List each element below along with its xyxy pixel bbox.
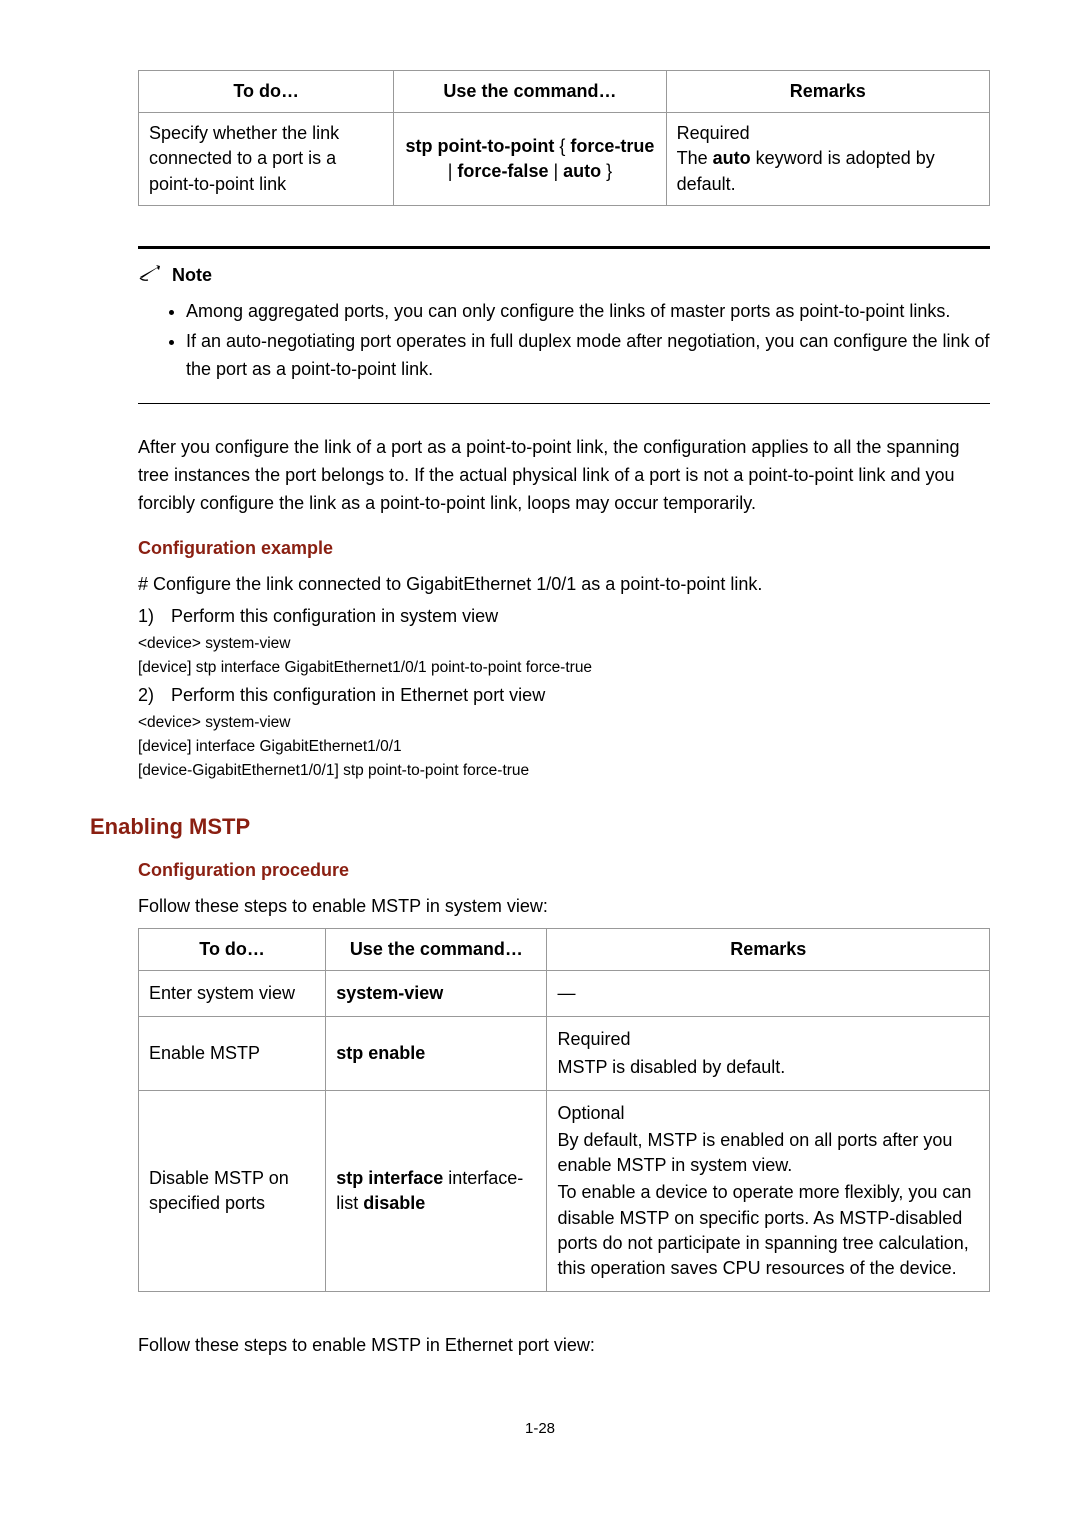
config-example-heading: Configuration example [138, 538, 990, 559]
t1-cmd: stp point-to-point { force-true | force-… [394, 113, 666, 206]
t2-cmd: system-view [326, 971, 547, 1017]
example-intro: # Configure the link connected to Gigabi… [138, 571, 990, 598]
table-row: Specify whether the link connected to a … [139, 113, 990, 206]
code-line: [device-GigabitEthernet1/0/1] stp point-… [138, 762, 990, 780]
t2-remarks: — [547, 971, 990, 1017]
table-row: Disable MSTP on specified portsstp inter… [139, 1090, 990, 1291]
t2-cmd: stp enable [326, 1017, 547, 1090]
t1-h3: Remarks [666, 71, 989, 113]
command-table-2: To do… Use the command… Remarks Enter sy… [138, 928, 990, 1292]
code-line: [device] stp interface GigabitEthernet1/… [138, 659, 990, 677]
t2-todo: Enter system view [139, 971, 326, 1017]
t2-todo: Disable MSTP on specified ports [139, 1090, 326, 1291]
code-line: <device> system-view [138, 635, 990, 653]
t2-h1: To do… [139, 929, 326, 971]
t2-remarks: RequiredMSTP is disabled by default. [547, 1017, 990, 1090]
t2-cmd: stp interface interface-list disable [326, 1090, 547, 1291]
note-box: Note Among aggregated ports, you can onl… [138, 246, 990, 405]
list-item: If an auto-negotiating port operates in … [186, 328, 990, 384]
body-paragraph: After you configure the link of a port a… [138, 434, 990, 518]
t1-todo: Specify whether the link connected to a … [139, 113, 394, 206]
procedure-intro: Follow these steps to enable MSTP in sys… [138, 893, 990, 920]
code-line: [device] interface GigabitEthernet1/0/1 [138, 738, 990, 756]
t1-h2: Use the command… [394, 71, 666, 113]
note-label: Note [172, 265, 212, 286]
closing-paragraph: Follow these steps to enable MSTP in Eth… [138, 1332, 990, 1360]
step-1: 1) Perform this configuration in system … [138, 606, 990, 627]
config-procedure-heading: Configuration procedure [138, 860, 990, 881]
note-list: Among aggregated ports, you can only con… [138, 298, 990, 384]
step-2: 2) Perform this configuration in Etherne… [138, 685, 990, 706]
t2-remarks: OptionalBy default, MSTP is enabled on a… [547, 1090, 990, 1291]
t2-todo: Enable MSTP [139, 1017, 326, 1090]
t1-h1: To do… [139, 71, 394, 113]
code-line: <device> system-view [138, 714, 990, 732]
table-row: Enable MSTPstp enableRequiredMSTP is dis… [139, 1017, 990, 1090]
table-row: Enter system viewsystem-view— [139, 971, 990, 1017]
note-icon [138, 263, 164, 288]
command-table-1: To do… Use the command… Remarks Specify … [138, 70, 990, 206]
t2-h3: Remarks [547, 929, 990, 971]
list-item: Among aggregated ports, you can only con… [186, 298, 990, 326]
t1-remarks: Required The auto keyword is adopted by … [666, 113, 989, 206]
enabling-mstp-heading: Enabling MSTP [90, 814, 990, 840]
page-number: 1-28 [90, 1420, 990, 1437]
t2-h2: Use the command… [326, 929, 547, 971]
